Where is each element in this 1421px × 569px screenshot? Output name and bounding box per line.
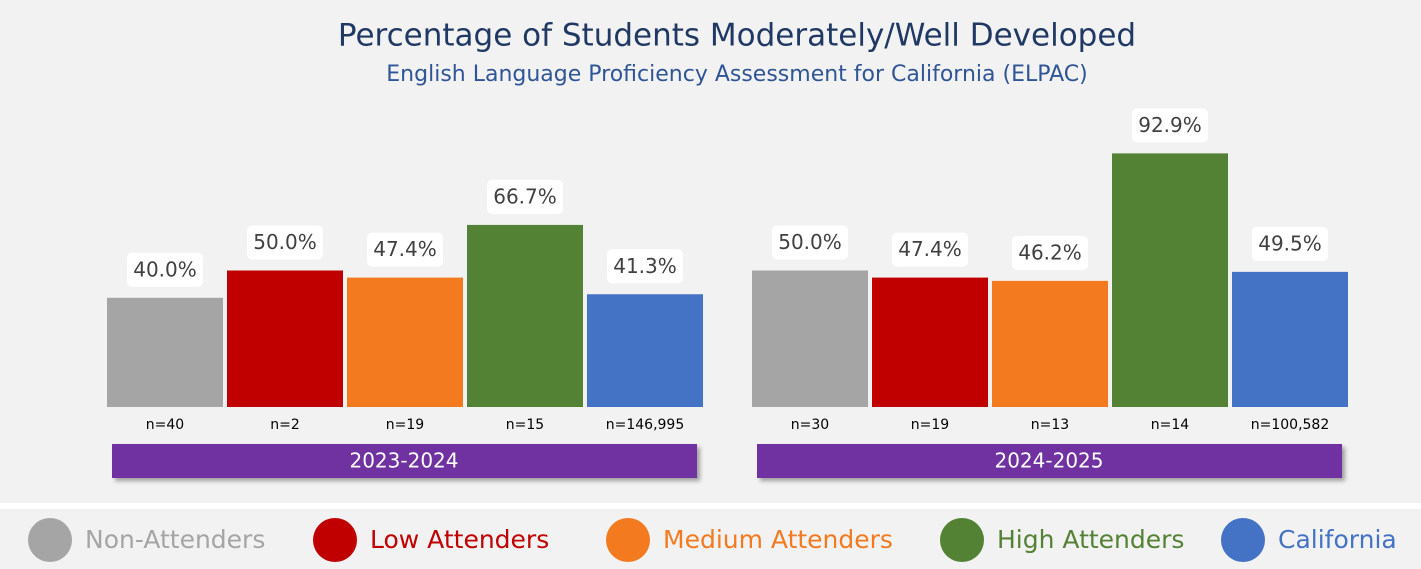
value-label-box <box>892 232 968 267</box>
legend-label: California <box>1278 525 1397 554</box>
x-tick-label: 2024-2025 <box>994 449 1103 473</box>
bar <box>1232 271 1348 407</box>
value-label: 41.3% <box>613 254 677 278</box>
value-label-box <box>487 179 563 214</box>
bar <box>752 270 868 407</box>
value-label-box <box>607 249 683 284</box>
n-label: n=146,995 <box>606 417 685 433</box>
legend-swatch <box>940 518 984 562</box>
bar <box>467 224 583 407</box>
value-label: 47.4% <box>373 237 437 261</box>
value-label: 49.5% <box>1258 231 1322 255</box>
value-label: 40.0% <box>133 257 197 281</box>
bar <box>227 270 343 407</box>
value-label-box <box>367 232 443 267</box>
bar <box>107 297 223 407</box>
n-label: n=30 <box>791 417 829 433</box>
legend-swatch <box>313 518 357 562</box>
n-label: n=15 <box>506 417 544 433</box>
value-label-box <box>1012 235 1088 270</box>
legend-label: High Attenders <box>997 525 1184 554</box>
n-label: n=13 <box>1031 417 1069 433</box>
bar <box>1112 153 1228 407</box>
bar <box>992 280 1108 407</box>
value-label: 50.0% <box>778 230 842 254</box>
legend-label: Low Attenders <box>370 525 549 554</box>
category-band <box>757 444 1342 478</box>
legend-background <box>0 509 1421 569</box>
bar <box>587 294 703 407</box>
chart-subtitle: English Language Proficiency Assessment … <box>386 62 1087 87</box>
value-label-box <box>1132 108 1208 143</box>
chart-title: Percentage of Students Moderately/Well D… <box>338 18 1136 54</box>
bar <box>872 277 988 407</box>
value-label-box <box>1252 226 1328 261</box>
n-label: n=19 <box>911 417 949 433</box>
legend-swatch <box>1221 518 1265 562</box>
value-label: 50.0% <box>253 230 317 254</box>
value-label: 46.2% <box>1018 240 1082 264</box>
category-band <box>112 444 697 478</box>
x-tick-label: 2023-2024 <box>349 449 458 473</box>
value-label: 92.9% <box>1138 113 1202 137</box>
value-label-box <box>127 252 203 287</box>
n-label: n=2 <box>270 417 300 433</box>
legend-swatch <box>606 518 650 562</box>
n-label: n=100,582 <box>1251 417 1330 433</box>
n-label: n=14 <box>1151 417 1190 433</box>
value-label: 47.4% <box>898 237 962 261</box>
n-label: n=40 <box>146 417 184 433</box>
legend-label: Non-Attenders <box>85 525 265 554</box>
legend-swatch <box>28 518 72 562</box>
value-label-box <box>247 225 323 260</box>
legend-label: Medium Attenders <box>663 525 893 554</box>
value-label-box <box>772 225 848 260</box>
n-label: n=19 <box>386 417 424 433</box>
value-label: 66.7% <box>493 184 557 208</box>
bar <box>347 277 463 407</box>
